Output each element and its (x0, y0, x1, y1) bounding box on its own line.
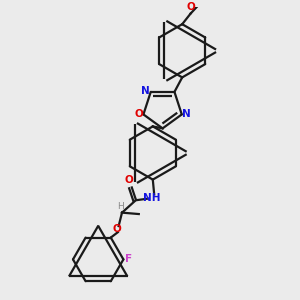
Text: O: O (124, 175, 134, 184)
Text: O: O (134, 110, 143, 119)
Text: N: N (141, 86, 150, 96)
Text: H: H (117, 202, 124, 211)
Text: O: O (187, 2, 196, 12)
Text: NH: NH (143, 193, 160, 203)
Text: O: O (112, 224, 121, 234)
Text: F: F (125, 254, 132, 264)
Text: N: N (182, 110, 191, 119)
